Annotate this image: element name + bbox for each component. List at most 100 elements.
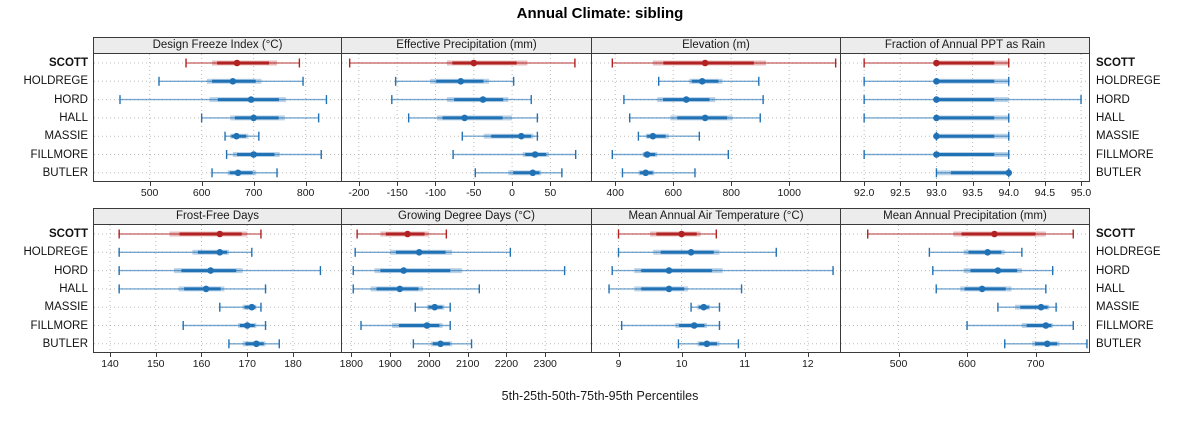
station-label-right-holdrege: HOLDREGE: [1096, 246, 1161, 259]
median-dot: [248, 303, 256, 311]
median-dot: [531, 151, 539, 158]
panel-canvas-effective-precipitation-mm: [342, 54, 591, 181]
median-dot: [233, 132, 240, 140]
median-dot: [701, 114, 709, 122]
axis-tick-label: 500: [889, 358, 908, 370]
median-dot: [400, 267, 407, 274]
panel-strip-mean-annual-air-temperature-c: Mean Annual Air Temperature (°C): [592, 208, 841, 225]
axis-tick-label: 1000: [777, 187, 801, 199]
median-dot: [437, 340, 444, 348]
station-label-left-hall: HALL: [59, 111, 88, 124]
axis-tick-label: 9: [615, 358, 622, 370]
axis-tick-label: 11: [739, 358, 751, 370]
panel-plot-design-freeze-index-c: [93, 54, 342, 182]
median-dot: [479, 96, 487, 103]
median-dot: [994, 267, 1002, 274]
axis-tick: [428, 353, 430, 357]
axis-tick: [305, 182, 307, 186]
percentile-row-holdrege: [841, 76, 1089, 86]
percentile-row-butler: [841, 339, 1089, 349]
panel-strip-fraction-of-annual-ppt-as-rain: Fraction of Annual PPT as Rain: [841, 37, 1090, 54]
station-label-left-fillmore: FILLMORE: [30, 319, 88, 332]
axis-tick: [789, 182, 791, 186]
percentile-row-scott: [592, 229, 840, 239]
axis-tick: [506, 353, 508, 357]
axis-tick: [615, 182, 617, 186]
station-label-left-butler: BUTLER: [42, 337, 88, 350]
station-label-right-fillmore: FILLMORE: [1096, 148, 1154, 161]
panel-canvas-growing-degree-days-c: [342, 225, 591, 352]
median-dot: [253, 340, 260, 348]
percentile-row-holdrege: [94, 76, 341, 86]
axis-tick-label: 2200: [494, 358, 519, 370]
axis-tick-label: -150: [386, 187, 408, 199]
median-dot: [1005, 169, 1013, 177]
median-dot: [396, 285, 404, 293]
median-dot: [250, 114, 257, 122]
median-dot: [665, 267, 673, 274]
axis-tick: [253, 182, 255, 186]
median-dot: [207, 267, 214, 274]
station-label-left-hall: HALL: [59, 282, 88, 295]
station-label-right-hord: HORD: [1096, 264, 1130, 277]
percentile-row-scott: [841, 58, 1089, 68]
median-dot: [470, 59, 478, 67]
panel-canvas-elevation-m: [592, 54, 840, 181]
axis-tick-label: 700: [1026, 358, 1045, 370]
median-dot: [423, 322, 431, 329]
axis-tick: [681, 353, 683, 357]
median-dot: [682, 96, 690, 103]
percentile-row-holdrege: [94, 247, 341, 257]
median-dot: [233, 59, 241, 67]
median-dot: [202, 285, 210, 293]
axis-tick-label: -100: [424, 187, 446, 199]
station-label-left-scott: SCOTT: [49, 228, 88, 240]
panel-canvas-mean-annual-air-temperature-c: [592, 225, 840, 352]
station-label-right-massie: MASSIE: [1096, 301, 1140, 314]
median-dot: [1043, 340, 1051, 348]
median-dot: [529, 169, 537, 177]
median-dot: [933, 132, 940, 140]
station-label-right-butler: BUTLER: [1096, 166, 1142, 179]
axis-tick-label: 600: [958, 358, 976, 370]
page-title: Annual Climate: sibling: [516, 5, 684, 22]
axis-tick: [936, 182, 938, 186]
median-dot: [216, 230, 224, 238]
axis-tick-label: 160: [192, 358, 211, 370]
axis-tick: [550, 182, 552, 186]
percentile-row-hall: [592, 113, 840, 123]
percentile-row-butler: [94, 168, 341, 178]
median-dot: [250, 151, 257, 158]
percentile-row-massie: [841, 131, 1089, 141]
percentile-row-holdrege: [841, 247, 1089, 257]
axis-tick: [155, 353, 157, 357]
percentile-row-holdrege: [592, 247, 840, 257]
percentile-row-fillmore: [841, 321, 1089, 330]
median-dot: [678, 230, 685, 238]
axis-tick: [807, 353, 809, 357]
axis-tick-label: 94.5: [1034, 187, 1056, 199]
percentile-row-massie: [592, 131, 840, 141]
percentile-row-butler: [592, 339, 840, 349]
axis-tick-label: 500: [140, 187, 159, 199]
percentile-row-hall: [592, 284, 840, 294]
percentile-row-fillmore: [342, 321, 591, 330]
axis-tick: [512, 182, 514, 186]
axis-tick-label: 12: [801, 358, 814, 370]
percentile-row-hall: [342, 284, 591, 294]
percentile-row-hord: [342, 266, 591, 276]
median-dot: [1037, 303, 1045, 311]
axis-tick-label: -200: [348, 187, 370, 199]
axis-tick: [201, 353, 203, 357]
panel-strip-elevation-m: Elevation (m): [592, 37, 841, 54]
axis-tick: [1008, 182, 1010, 186]
percentile-row-hord: [592, 266, 840, 276]
percentile-row-fillmore: [592, 321, 840, 330]
median-dot: [229, 78, 237, 85]
percentile-row-massie: [592, 302, 840, 312]
axis-tick: [618, 353, 620, 357]
panel-plot-mean-annual-air-temperature-c: [592, 225, 841, 353]
axis-tick: [972, 182, 974, 186]
panel-canvas-mean-annual-precipitation-mm: [841, 225, 1089, 352]
